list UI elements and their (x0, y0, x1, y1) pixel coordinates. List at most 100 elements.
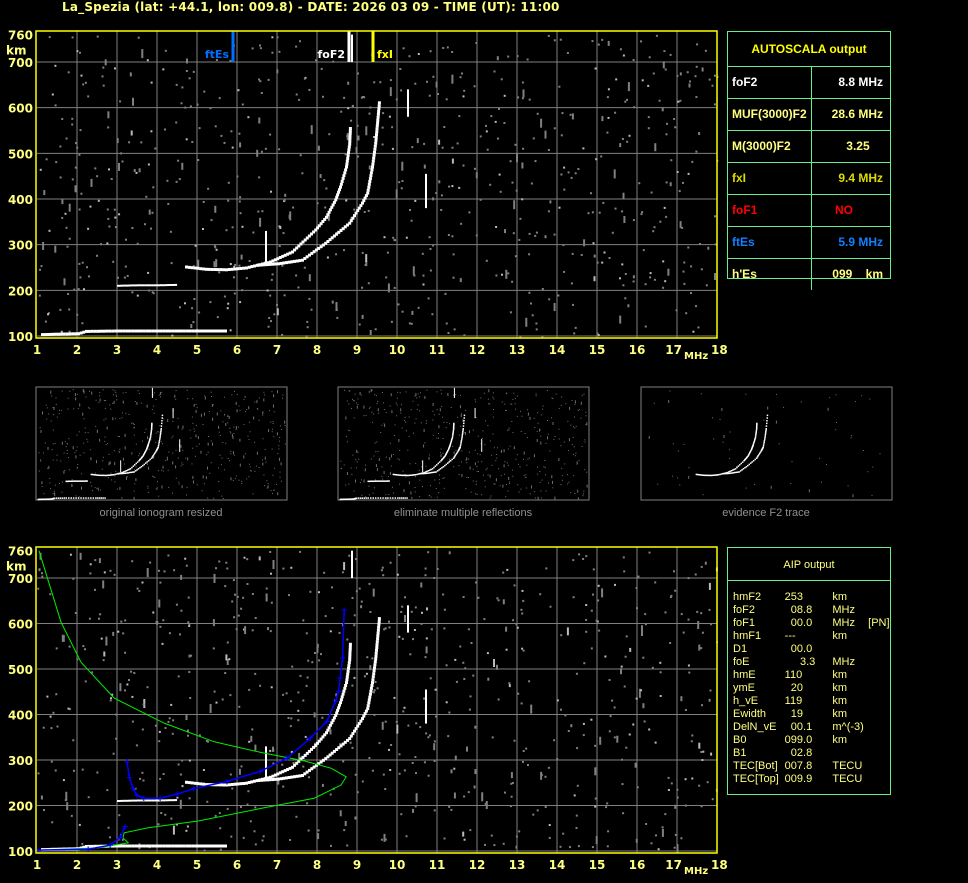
noise-dot (55, 161, 58, 164)
thumbnail-noise (475, 417, 477, 418)
noise-dot (619, 48, 622, 51)
f1-trace-point (125, 799, 129, 802)
es-trace-point (93, 844, 97, 848)
thumbnail-noise (73, 408, 75, 410)
noise-dot (705, 284, 708, 287)
noise-dot (695, 305, 697, 308)
noise-dot (144, 223, 146, 226)
thumbnail-noise (501, 401, 503, 403)
thumbnail-noise (50, 488, 51, 490)
es-trace-point (197, 844, 200, 848)
o-trace-point (202, 267, 206, 271)
noise-dot (623, 685, 626, 688)
es-trace-point (179, 844, 183, 848)
x-trace-point (370, 684, 374, 687)
noise-dot (513, 584, 516, 587)
noise-dot (158, 569, 160, 572)
noise-dot (141, 728, 144, 731)
noise-dot (301, 172, 304, 175)
thumbnail-trace-point (374, 480, 377, 482)
x-trace-point (371, 165, 374, 169)
thumbnail-noise (489, 474, 491, 478)
x-trace-point (279, 777, 283, 781)
thumbnail-trace-point (436, 464, 438, 466)
noise-dot (339, 743, 342, 746)
noise-dot (423, 761, 426, 764)
o-trace-point (317, 224, 321, 228)
thumbnail-trace-point (347, 498, 350, 500)
x-trace-point (330, 236, 334, 240)
thumbnail-noise (414, 487, 416, 488)
thumbnail-trace-point (59, 497, 62, 499)
thumbnail-trace-point (370, 497, 372, 499)
thumbnail-noise (754, 484, 756, 486)
thumbnail-noise (533, 417, 535, 419)
es-trace-point (165, 844, 169, 848)
profile-point: + (140, 794, 148, 804)
thumbnail-noise (438, 479, 440, 481)
noise-dot (514, 143, 517, 146)
noise-dot (516, 153, 518, 163)
thumbnail-noise (513, 392, 515, 394)
noise-dot (395, 720, 398, 723)
noise-dot (246, 583, 249, 585)
noise-dot (189, 105, 192, 108)
thumbnail-trace-point (758, 453, 760, 456)
thumbnail-noise (436, 409, 438, 411)
thumbnail-noise (872, 466, 874, 468)
thumbnail-noise (40, 429, 42, 433)
model-profile-curve (38, 550, 347, 851)
noise-dot (645, 823, 648, 825)
x-trace-point (346, 223, 349, 227)
x-trace-point (285, 776, 288, 780)
thumbnail-trace-point (161, 417, 163, 419)
noise-dot (521, 198, 524, 201)
noise-dot (681, 226, 684, 229)
thumbnail-noise (180, 465, 182, 467)
thumbnail-noise (554, 496, 556, 500)
param-value: 19 (784, 708, 804, 720)
thumbnail-noise (418, 396, 420, 398)
thumbnail-noise (268, 429, 270, 433)
thumbnail-trace-point (149, 436, 152, 439)
param-name: foF1 (728, 195, 812, 226)
y-tick-label: 500 (8, 663, 33, 677)
thumbnail-noise (505, 410, 506, 411)
x-trace-point (372, 156, 376, 160)
noise-dot (690, 265, 693, 268)
thumbnail-trace-point (462, 429, 464, 431)
thumbnail-trace-point (377, 497, 379, 499)
thumbnail-noise (131, 453, 133, 455)
thumbnail-noise (465, 459, 467, 461)
noise-dot (591, 40, 594, 43)
noise-dot (297, 709, 300, 712)
noise-dot (242, 596, 245, 599)
thumbnail-noise (108, 462, 110, 466)
thumbnail-noise (531, 485, 532, 489)
x-tick-label: 5 (193, 343, 201, 357)
x-trace-point (312, 250, 316, 254)
thumbnail-noise (55, 397, 57, 399)
thumbnail-trace-point (133, 471, 135, 473)
thumbnail-noise (121, 497, 123, 499)
thumbnail-noise (476, 466, 478, 467)
noise-dot (124, 619, 127, 622)
noise-dot (276, 69, 279, 74)
noise-dot (676, 171, 679, 173)
o-trace-point (317, 739, 321, 743)
thumbnail-noise (677, 477, 679, 479)
noise-dot (218, 271, 221, 274)
thumbnail-noise (539, 428, 541, 432)
thumbnail-trace-point (441, 467, 443, 469)
noise-dot (427, 774, 430, 777)
noise-dot (59, 145, 62, 148)
thumbnail-noise (570, 424, 572, 426)
es-trace-point (197, 329, 200, 333)
noise-dot (348, 554, 351, 557)
thumbnail-noise (767, 406, 769, 410)
thumbnail-noise (241, 480, 243, 482)
noise-dot (440, 194, 443, 197)
thumbnail-noise (352, 400, 354, 402)
noise-dot (115, 737, 118, 740)
noise-dot (667, 789, 670, 791)
